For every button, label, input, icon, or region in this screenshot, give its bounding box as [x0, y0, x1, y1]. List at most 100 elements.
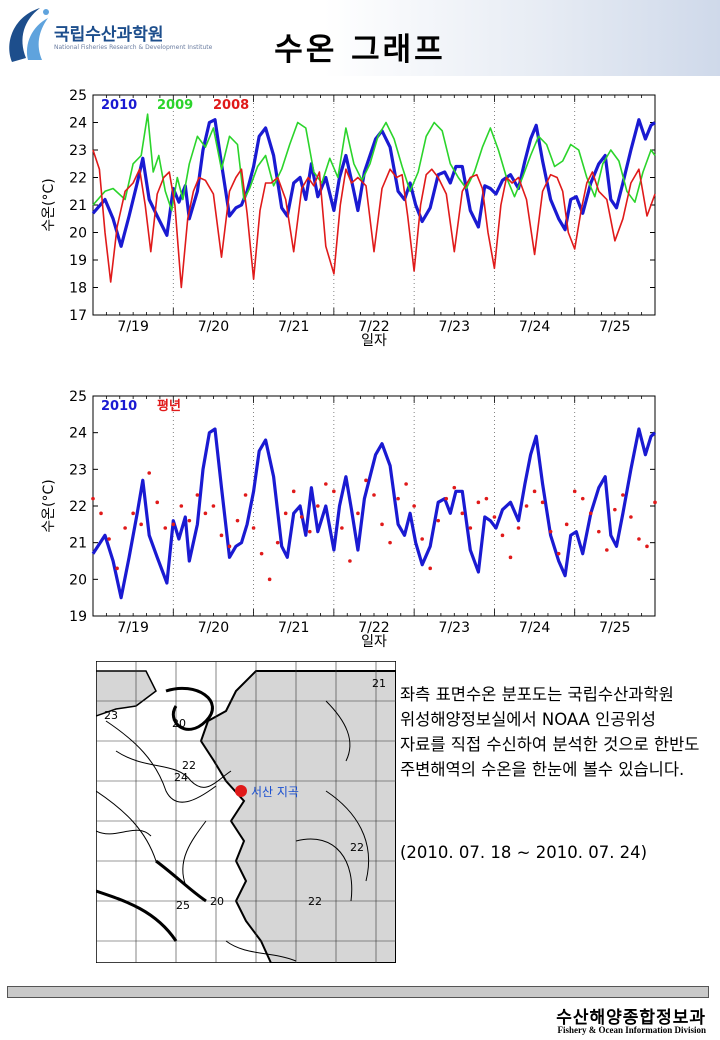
- data-point: [147, 471, 151, 475]
- y-tick-label: 23: [69, 462, 87, 478]
- data-point: [524, 504, 529, 508]
- x-tick-label: 7/25: [599, 620, 630, 636]
- series-line: [91, 118, 656, 248]
- series-line: [91, 427, 657, 600]
- data-point: [283, 511, 288, 516]
- x-tick-label: 7/24: [519, 319, 551, 335]
- data-point: [171, 522, 176, 527]
- legend-entry: 2010: [101, 399, 137, 414]
- y-tick-label: 19: [69, 609, 87, 625]
- division-name-en: Fishery & Ocean Information Division: [557, 1025, 707, 1035]
- data-point: [580, 496, 585, 501]
- institute-name: 국립수산과학원: [54, 25, 164, 45]
- x-tick-label: 7/19: [117, 319, 148, 335]
- contour-label: 22: [308, 895, 322, 908]
- data-point: [316, 504, 320, 508]
- x-tick-label: 7/25: [599, 319, 630, 335]
- data-point: [556, 551, 561, 556]
- data-point: [380, 522, 384, 527]
- legend-entry: 평년: [157, 398, 181, 414]
- data-point: [307, 529, 312, 534]
- contour-label: 20: [172, 717, 186, 730]
- data-point: [243, 493, 248, 497]
- station-label: 서산 지곡: [251, 785, 299, 799]
- series-line: [92, 149, 656, 289]
- data-point: [235, 518, 240, 523]
- data-point: [516, 526, 521, 530]
- contour-label: 21: [372, 677, 386, 690]
- data-point: [572, 489, 577, 494]
- data-point: [155, 500, 160, 505]
- x-tick-label: 7/23: [439, 620, 470, 636]
- data-point: [428, 566, 433, 571]
- series-line: [92, 113, 656, 212]
- y-tick-label: 23: [69, 143, 87, 159]
- x-tick-label: 7/22: [358, 319, 389, 335]
- data-point: [219, 533, 224, 538]
- data-point: [436, 518, 441, 523]
- data-point: [259, 551, 264, 556]
- contour-label: 22: [350, 841, 364, 854]
- data-point: [356, 511, 360, 516]
- data-point: [139, 522, 143, 527]
- data-point: [460, 511, 465, 516]
- data-point: [187, 518, 192, 523]
- page-title: 수온 그래프: [274, 32, 446, 68]
- data-point: [404, 482, 408, 486]
- data-point: [372, 493, 376, 497]
- legend-entry: 2008: [213, 98, 249, 113]
- data-point: [492, 515, 497, 519]
- data-point: [532, 489, 537, 494]
- x-axis-label: 일자: [361, 634, 387, 650]
- data-point: [508, 555, 513, 560]
- data-point: [291, 489, 296, 494]
- station-marker[interactable]: [235, 785, 247, 797]
- data-point: [629, 515, 633, 519]
- data-point: [211, 504, 216, 508]
- data-point: [484, 496, 489, 501]
- x-tick-label: 7/20: [198, 319, 229, 335]
- x-tick-label: 7/19: [117, 620, 148, 636]
- footer-bar: [7, 986, 709, 998]
- data-point: [500, 533, 505, 538]
- contour-label: 23: [104, 709, 118, 722]
- contour-label: 24: [174, 771, 188, 784]
- data-point: [131, 511, 135, 516]
- water-temp-chart-yearly: 17 18 19 20 21 22 23 24 25 7/19 7/20 7/21 7/22 7/23 7/…: [41, 88, 656, 349]
- y-axis-label: 수온(°C): [41, 479, 57, 532]
- y-tick-label: 18: [69, 281, 87, 297]
- data-point: [468, 526, 473, 530]
- contour-label: 25: [176, 899, 190, 912]
- contour-label: 22: [182, 759, 196, 772]
- y-tick-label: 20: [69, 226, 87, 242]
- data-point: [476, 500, 481, 505]
- data-point: [613, 507, 617, 512]
- water-temp-chart-normal: 19 20 21 22 23 24 25 7/19 7/20 7/21 7/22 7/23 7/24 7/…: [41, 389, 657, 650]
- x-tick-label: 7/22: [358, 620, 389, 636]
- y-tick-label: 22: [69, 499, 87, 515]
- x-tick-label: 7/24: [519, 620, 551, 636]
- data-point: [267, 577, 272, 582]
- data-point: [123, 526, 127, 530]
- data-point: [388, 540, 392, 545]
- data-point: [412, 504, 416, 508]
- data-point: [452, 485, 457, 490]
- data-point: [348, 559, 352, 563]
- data-point: [588, 511, 593, 516]
- data-point: [564, 522, 569, 527]
- data-point: [653, 500, 657, 505]
- data-point: [396, 496, 400, 501]
- data-point: [251, 526, 256, 530]
- data-point: [99, 511, 103, 516]
- division-name: 수산해양종합정보과: [556, 1008, 706, 1028]
- data-point: [324, 482, 328, 486]
- data-point: [645, 544, 649, 549]
- data-point: [364, 478, 368, 483]
- data-point: [597, 529, 601, 534]
- data-point: [340, 526, 344, 530]
- legend-entry: 2009: [157, 98, 193, 113]
- y-tick-label: 21: [69, 198, 87, 214]
- y-tick-label: 17: [69, 308, 87, 324]
- y-axis-label: 수온(°C): [41, 178, 57, 231]
- institute-logo: [9, 8, 49, 62]
